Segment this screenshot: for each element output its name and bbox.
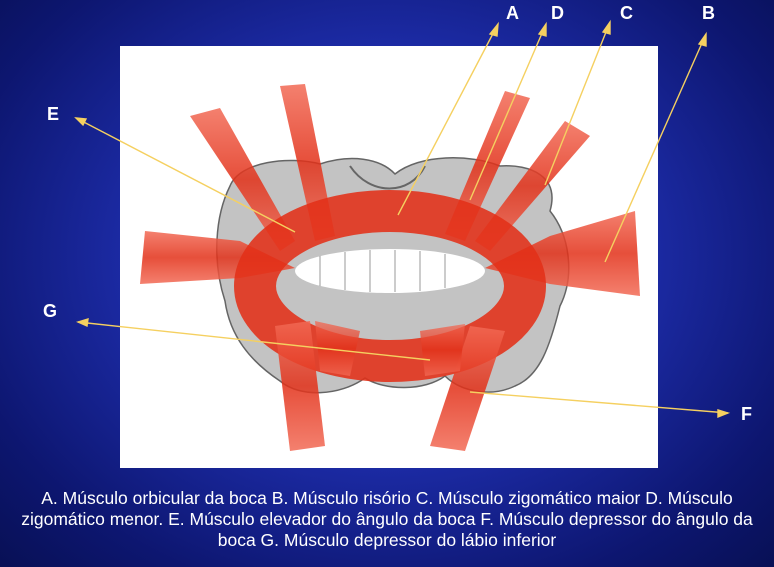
leader-line-d <box>469 23 547 201</box>
leader-line-g <box>77 321 431 361</box>
label-a: A <box>506 3 519 23</box>
teeth <box>319 250 446 292</box>
orbicularis-oris <box>234 190 546 382</box>
leader-line-f <box>469 391 729 414</box>
arrowhead-f <box>717 409 731 419</box>
label-f: F <box>741 404 752 424</box>
mouth-opening <box>295 249 485 293</box>
muscle-lower-left <box>275 321 325 451</box>
arrowhead-g <box>75 318 89 328</box>
muscle-lower-right <box>430 326 505 451</box>
leader-line-e <box>75 117 296 233</box>
label-c: C <box>620 3 633 23</box>
arrowhead-a <box>488 21 499 37</box>
label-b: B <box>702 3 715 23</box>
label-e: E <box>47 104 60 124</box>
arrowhead-c <box>601 19 611 35</box>
label-g: G <box>43 301 58 321</box>
arrowhead-b <box>697 31 707 47</box>
muscle-upper-left-1 <box>190 108 295 251</box>
arrowhead-e <box>74 117 88 127</box>
label-d: D <box>551 3 564 23</box>
figure-caption: A. Músculo orbicular da boca B. Músculo … <box>21 488 753 550</box>
anatomy-figure <box>120 46 658 468</box>
leader-line-c <box>544 21 611 186</box>
arrowhead-d <box>537 21 547 37</box>
muscle-lower-center-left <box>315 321 360 376</box>
muscle-lower-center-right <box>420 324 465 376</box>
muscle-upper-right-2 <box>475 121 590 251</box>
muscle-illustration <box>140 84 640 451</box>
leader-line-a <box>397 23 499 216</box>
leader-line-b <box>604 33 707 263</box>
